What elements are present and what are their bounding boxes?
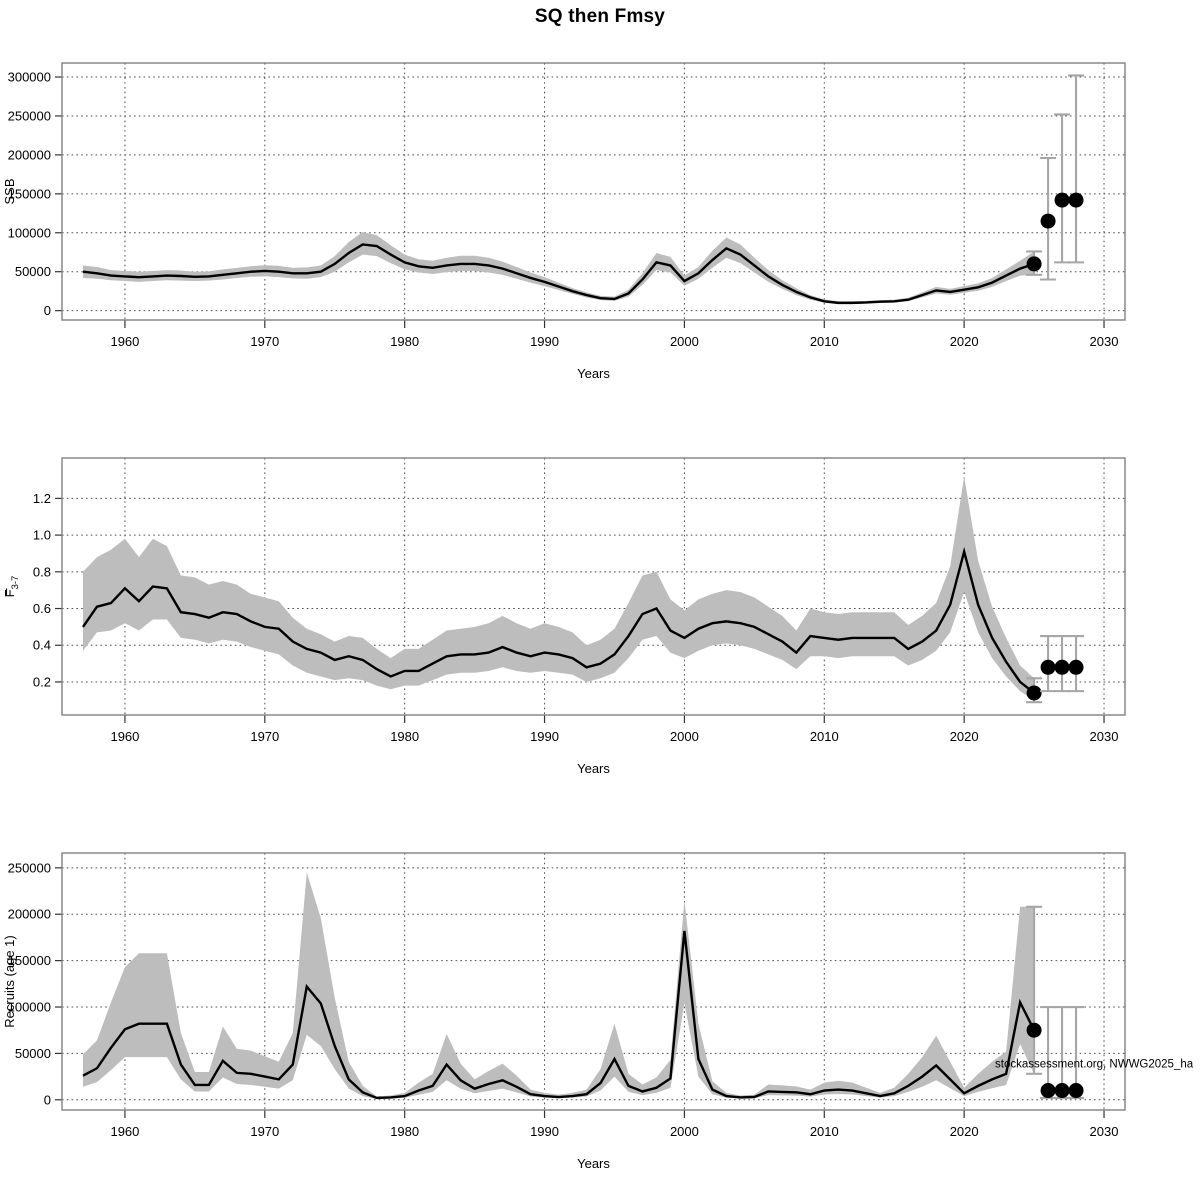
plot-box	[61, 62, 1126, 321]
forecast-point	[1040, 659, 1056, 675]
panel-rec: 0 50000 100000 150000 200000 250000 1960 1970 19…	[0, 820, 1200, 1200]
y-axis-tick-label: 200000	[8, 907, 51, 922]
x-axis-tick-label: 1960	[110, 1124, 139, 1139]
y-axis-tick-label: 0.4	[33, 638, 51, 653]
x-axis-tick-label: 1980	[390, 334, 419, 349]
x-axis-tick-label: 2000	[670, 729, 699, 744]
y-axis-tick-label: 100000	[8, 225, 51, 240]
confidence-ribbon	[82, 476, 1035, 701]
x-axis-tick-label: 1960	[110, 729, 139, 744]
x-axis-tick-label: 2020	[950, 334, 979, 349]
x-axis-tick-label: 1990	[530, 1124, 559, 1139]
y-axis-tick-label: 0	[44, 1092, 51, 1107]
f-chart-svg: 0.2 0.4 0.6 0.8 1.0 1.2 1960 1970 1980 1990 2000 20…	[2, 457, 1126, 776]
y-axis-tick-label: 250000	[8, 108, 51, 123]
median-line	[82, 930, 1036, 1100]
x-axis-tick-label: 1980	[390, 729, 419, 744]
y-axis-title-group: Recruits (age 1)	[2, 935, 17, 1027]
forecast-group	[1040, 156, 1057, 281]
x-axis-tick-label: 1980	[390, 1124, 419, 1139]
median-line	[81, 546, 1035, 694]
forecast-point	[1040, 213, 1056, 229]
x-axis-tick-label: 2000	[670, 334, 699, 349]
y-axis-title-main: F	[2, 589, 17, 597]
forecast-group	[1026, 905, 1043, 1075]
y-axis-tick-label: 300000	[8, 70, 51, 85]
y-axis-tick-label: 0.6	[33, 601, 51, 616]
forecast-point	[1068, 192, 1084, 208]
forecast-point	[1026, 256, 1042, 272]
x-axis-tick-label: 2030	[1090, 334, 1119, 349]
forecast-group	[1054, 635, 1071, 693]
y-axis-title-group: F3-7	[2, 576, 21, 598]
y-axis-tick-label: 200000	[8, 147, 51, 162]
y-axis-title: Recruits (age 1)	[2, 935, 17, 1027]
x-axis-title: Years	[577, 1156, 610, 1171]
x-axis-title: Years	[577, 761, 610, 776]
x-axis-tick-label: 2010	[810, 334, 839, 349]
y-axis-tick-label: 50000	[15, 264, 51, 279]
x-axis-title: Years	[577, 366, 610, 381]
x-axis-tick-label: 1970	[250, 334, 279, 349]
watermark-text: stockassessment.org, NWWG2025_ha	[995, 1058, 1194, 1070]
y-axis-tick-label: 0.8	[33, 564, 51, 579]
forecast-point	[1040, 1083, 1056, 1099]
forecast-group	[1026, 677, 1043, 704]
y-axis-tick-label: 150000	[8, 186, 51, 201]
forecast-group	[1054, 1005, 1071, 1099]
rec-chart-svg: 0 50000 100000 150000 200000 250000 1960 1970 19…	[2, 852, 1194, 1171]
confidence-ribbon	[82, 872, 1035, 1099]
panel-ssb: 0 50000 100000 150000 200000 250000 300000 1960…	[0, 40, 1200, 430]
forecast-point	[1026, 1022, 1042, 1038]
ssb-chart-svg: 0 50000 100000 150000 200000 250000 300000 1960…	[2, 62, 1126, 381]
x-axis-tick-label: 1990	[530, 334, 559, 349]
y-axis-tick-label: 50000	[15, 1046, 51, 1061]
y-axis-tick-label: 1.0	[33, 528, 51, 543]
x-axis-tick-label: 1990	[530, 729, 559, 744]
x-axis-tick-label: 2030	[1090, 729, 1119, 744]
forecast-group	[1040, 635, 1057, 693]
y-axis-tick-label: 1.2	[33, 491, 51, 506]
y-axis-tick-label: 0.2	[33, 674, 51, 689]
panel-f: 0.2 0.4 0.6 0.8 1.0 1.2 1960 1970 1980 1990 2000 20…	[0, 430, 1200, 820]
y-axis-tick-label: 250000	[8, 860, 51, 875]
x-axis-tick-label: 2010	[810, 1124, 839, 1139]
forecast-group	[1068, 74, 1085, 264]
x-axis-tick-label: 2020	[950, 1124, 979, 1139]
median-line	[82, 243, 1035, 305]
x-axis-tick-label: 2030	[1090, 1124, 1119, 1139]
y-axis-title-subscript: 3-7	[10, 576, 21, 590]
forecast-point	[1054, 192, 1070, 208]
forecast-point	[1054, 659, 1070, 675]
x-axis-tick-label: 2010	[810, 729, 839, 744]
forecast-group	[1054, 113, 1071, 264]
forecast-group	[1026, 250, 1043, 276]
forecast-point	[1026, 685, 1042, 701]
forecast-group	[1068, 1005, 1085, 1099]
x-axis-tick-label: 1970	[250, 729, 279, 744]
confidence-ribbon	[82, 232, 1035, 305]
y-axis-tick-label: 0	[44, 303, 51, 318]
forecast-group	[1040, 1005, 1057, 1099]
x-axis-tick-label: 2020	[950, 729, 979, 744]
x-axis-tick-label: 1970	[250, 1124, 279, 1139]
page-title: SQ then Fmsy	[534, 6, 666, 27]
y-axis-tick-label: 150000	[8, 953, 51, 968]
forecast-point	[1054, 1083, 1070, 1099]
y-axis-tick-label: 100000	[8, 1000, 51, 1015]
forecast-point	[1068, 659, 1084, 675]
y-axis-title-group: SSB	[2, 178, 17, 204]
plot-box	[61, 457, 1126, 716]
x-axis-tick-label: 2000	[670, 1124, 699, 1139]
x-axis-tick-label: 1960	[110, 334, 139, 349]
plot-box	[61, 852, 1126, 1111]
y-axis-title: SSB	[2, 178, 17, 204]
forecast-group	[1068, 635, 1085, 693]
y-axis-title: F3-7	[2, 576, 21, 598]
forecast-point	[1068, 1083, 1084, 1099]
